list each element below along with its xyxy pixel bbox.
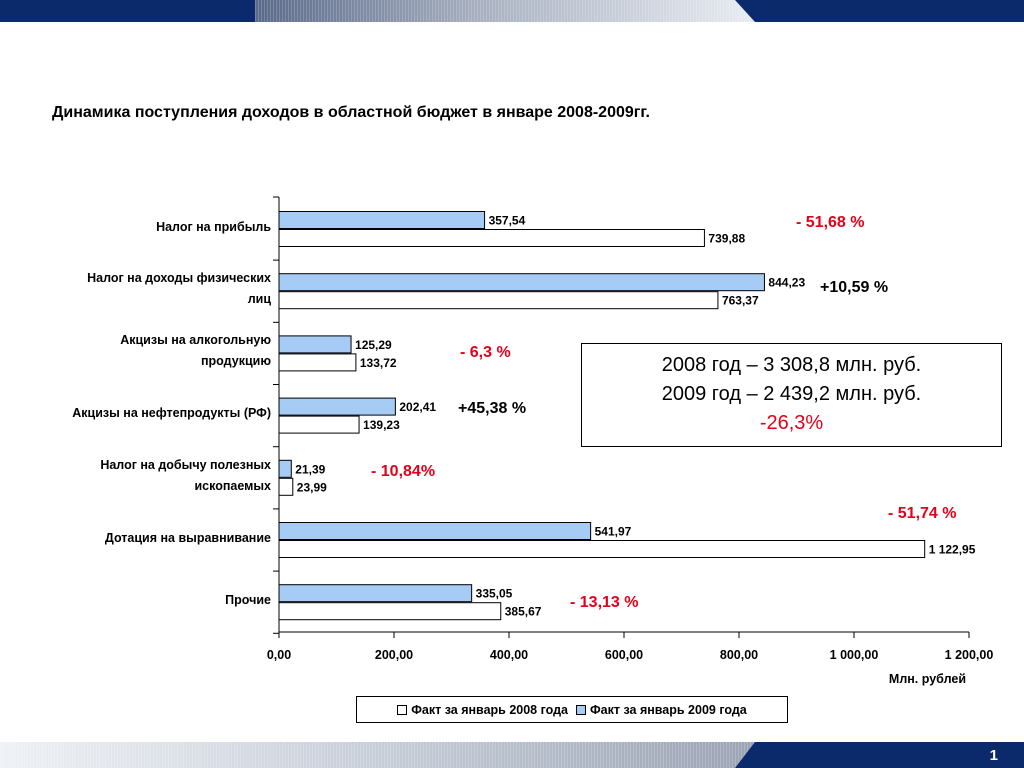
bar-2008-2: [278, 353, 357, 372]
category-label-0: Налог на прибыль: [26, 217, 271, 238]
category-label-line: Налог на прибыль: [156, 219, 271, 234]
data-label-2008-0: 739,88: [708, 232, 745, 246]
bar-2009-3: [278, 397, 396, 416]
bar-2008-6: [278, 602, 502, 621]
x-tick-label-6: 1 200,00: [945, 648, 994, 662]
footer-band-gradient: [0, 742, 760, 768]
category-label-line: Дотация на выравнивание: [104, 530, 271, 545]
category-label-line: ископаемых: [194, 478, 271, 493]
bar-2009-6: [278, 584, 473, 603]
legend-swatch-2009: [576, 704, 586, 715]
change-annotation-2: - 6,3 %: [460, 344, 511, 361]
data-label-2008-4: 23,99: [297, 480, 327, 494]
category-label-5: Дотация на выравнивание: [26, 528, 271, 549]
category-label-line: лиц: [247, 292, 271, 307]
header-band-left: [0, 0, 255, 22]
data-label-2008-3: 139,23: [363, 418, 400, 432]
summary-change: -26,3%: [759, 412, 824, 434]
bar-2008-4: [278, 477, 294, 496]
header-band-right: [735, 0, 1024, 22]
bar-2008-0: [278, 229, 705, 247]
summary-2008: 2008 год – 3 308,8 млн. руб.: [661, 354, 922, 376]
change-annotation-4: - 10,84%: [371, 463, 436, 480]
category-label-line: Налог на добычу полезных: [100, 457, 271, 472]
change-annotation-5: - 51,74 %: [888, 505, 957, 522]
data-label-2009-6: 335,05: [476, 587, 513, 601]
bar-2009-4: [278, 459, 292, 478]
data-label-2008-6: 385,67: [505, 605, 542, 619]
category-label-3: Акцизы на нефтепродукты (РФ): [26, 403, 271, 424]
footer-band-right: 1: [735, 742, 1024, 768]
data-label-2009-4: 21,39: [295, 462, 325, 476]
bar-2009-5: [278, 522, 592, 540]
bar-2008-1: [278, 291, 719, 310]
x-tick-label-2: 400,00: [490, 648, 528, 662]
category-label-line: продукцию: [201, 354, 271, 369]
legend-item-2008: Факт за январь 2008 года: [397, 703, 568, 717]
category-label-4: Налог на добычу полезных ископаемых: [26, 455, 271, 497]
data-label-2009-0: 357,54: [489, 214, 526, 228]
header-band-gradient: [255, 0, 755, 22]
bar-chart: 357,54 739,88 844,23 763,37 125,29 133,72 202,…: [267, 196, 994, 686]
category-label-1: Налог на доходы физических лиц: [26, 268, 271, 310]
summary-box: 2008 год – 3 308,8 млн. руб. 2009 год – …: [581, 343, 1002, 447]
category-label-6: Прочие: [26, 590, 271, 611]
bar-2009-0: [278, 211, 486, 229]
category-label-line: Налог на доходы физических: [87, 271, 271, 286]
change-annotation-1: +10,59 %: [820, 279, 889, 296]
data-label-2009-1: 844,23: [768, 276, 805, 290]
legend-label-2008: Факт за январь 2008 года: [411, 702, 568, 717]
bar-2008-3: [278, 415, 360, 434]
header-band: [0, 0, 1024, 22]
legend-label-2009: Факт за январь 2009 года: [590, 702, 747, 717]
bar-2009-2: [278, 335, 352, 354]
change-annotation-3: +45,38 %: [458, 400, 527, 417]
slide-title: Динамика поступления доходов в областной…: [52, 104, 650, 121]
category-label-2: Акцизы на алкогольную продукцию: [26, 330, 271, 372]
data-label-2008-2: 133,72: [360, 356, 397, 370]
x-tick-label-1: 200,00: [375, 648, 413, 662]
change-annotation-0: - 51,68 %: [796, 214, 865, 231]
footer-band: 1: [0, 742, 1024, 768]
category-label-line: Акцизы на алкогольную: [120, 333, 271, 348]
x-tick-label-3: 600,00: [605, 648, 643, 662]
data-label-2008-1: 763,37: [722, 294, 759, 308]
bar-2009-1: [278, 273, 765, 292]
legend-item-2009: Факт за январь 2009 года: [576, 703, 747, 717]
data-label-2009-3: 202,41: [399, 400, 436, 414]
data-label-2009-2: 125,29: [355, 338, 392, 352]
chart-legend: Факт за январь 2008 года Факт за январь …: [356, 696, 788, 723]
bar-2008-5: [278, 540, 926, 558]
legend-swatch-2008: [397, 704, 408, 715]
x-tick-label-0: 0,00: [267, 648, 291, 662]
change-annotation-6: - 13,13 %: [570, 594, 639, 611]
category-label-line: Прочие: [225, 592, 271, 607]
summary-2009: 2009 год – 2 439,2 млн. руб.: [661, 383, 922, 405]
x-axis-title: Млн. рублей: [889, 672, 966, 686]
data-label-2008-5: 1 122,95: [929, 543, 976, 557]
x-tick-label-4: 800,00: [720, 648, 758, 662]
page-number: 1: [989, 747, 998, 764]
data-label-2009-5: 541,97: [595, 525, 632, 539]
x-tick-label-5: 1 000,00: [830, 648, 879, 662]
category-label-line: Акцизы на нефтепродукты (РФ): [72, 406, 271, 421]
